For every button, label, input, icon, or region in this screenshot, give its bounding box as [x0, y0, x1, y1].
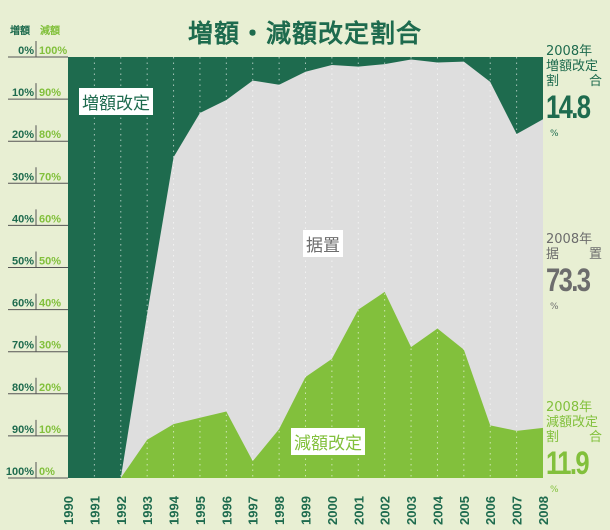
x-tick-label: 1993	[140, 496, 155, 525]
side-year: 2008年	[546, 232, 593, 247]
x-tick-label: 1997	[246, 496, 261, 525]
tick-label-increase: 70%	[12, 340, 34, 352]
series-label-unchanged: 据置	[303, 230, 343, 257]
tick-label-decrease: 50%	[39, 256, 61, 268]
x-tick-label: 1990	[61, 496, 76, 525]
tick-label-decrease: 60%	[39, 213, 61, 225]
x-tick-label: 1998	[272, 496, 287, 525]
side-unchanged-2008: 2008年 据 置 73.3%	[546, 232, 610, 315]
x-tick-label: 2005	[457, 496, 472, 525]
tick-label-increase: 0%	[18, 45, 34, 57]
tick-label-decrease: 20%	[39, 382, 61, 394]
series-label-decrease: 減額改定	[291, 428, 365, 455]
tick-label-decrease: 100%	[39, 45, 67, 57]
tick-label-increase: 50%	[12, 256, 34, 268]
side-value: 14.8	[546, 89, 591, 125]
tick-label-decrease: 30%	[39, 340, 61, 352]
tick-label-decrease: 10%	[39, 424, 61, 436]
tick-label-decrease: 70%	[39, 171, 61, 183]
tick-label-increase: 60%	[12, 298, 34, 310]
tick-label-decrease: 0%	[39, 466, 55, 478]
x-tick-label: 2004	[430, 495, 445, 525]
side-label-a: 割	[546, 74, 560, 89]
tick-label-increase: 20%	[12, 129, 34, 141]
side-unit: %	[550, 302, 559, 312]
series-label-increase: 増額改定	[79, 88, 153, 115]
tick-label-decrease: 40%	[39, 298, 61, 310]
side-label: 増額改定	[546, 59, 599, 74]
tick-label-decrease: 80%	[39, 129, 61, 141]
x-tick-label: 2003	[404, 496, 419, 525]
x-tick-label: 2001	[351, 496, 366, 525]
x-tick-label: 2007	[510, 496, 525, 525]
decrease-axis-header: 減額	[40, 26, 60, 37]
tick-label-increase: 30%	[12, 171, 34, 183]
area-decrease	[68, 291, 543, 478]
increase-axis-header: 増額	[10, 26, 30, 37]
x-tick-label: 2008	[536, 496, 551, 525]
side-value: 73.3	[546, 262, 591, 298]
side-label-a: 据	[546, 247, 560, 262]
side-year: 2008年	[546, 44, 593, 59]
side-label-b: 合	[588, 74, 602, 89]
tick-label-increase: 40%	[12, 213, 34, 225]
side-label-b: 合	[588, 430, 602, 445]
side-unit: %	[550, 485, 559, 495]
side-label: 減額改定	[546, 415, 599, 430]
side-label-a: 割	[546, 430, 560, 445]
side-increase-2008: 2008年 増額改定 割 合 14.8%	[546, 44, 610, 142]
chart-title: 増額・減額改定割合	[187, 19, 422, 48]
side-year: 2008年	[546, 400, 593, 415]
side-label-b: 置	[588, 247, 602, 262]
x-tick-label: 1991	[87, 496, 102, 525]
tick-label-increase: 80%	[12, 382, 34, 394]
side-unit: %	[550, 129, 559, 139]
x-tick-label: 2000	[325, 496, 340, 525]
side-value: 11.9	[546, 445, 590, 481]
tick-label-increase: 100%	[6, 466, 34, 478]
tick-label-increase: 90%	[12, 424, 34, 436]
x-tick-label: 1992	[114, 496, 129, 525]
x-tick-label: 2002	[378, 496, 393, 525]
tick-label-decrease: 90%	[39, 87, 61, 99]
tick-label-increase: 10%	[12, 87, 34, 99]
x-tick-label: 1999	[299, 496, 314, 525]
x-tick-label: 1994	[167, 495, 182, 525]
side-decrease-2008: 2008年 減額改定 割 合 11.9%	[546, 400, 610, 498]
x-tick-label: 2006	[483, 496, 498, 525]
x-tick-label: 1996	[219, 496, 234, 525]
x-tick-label: 1995	[193, 496, 208, 525]
